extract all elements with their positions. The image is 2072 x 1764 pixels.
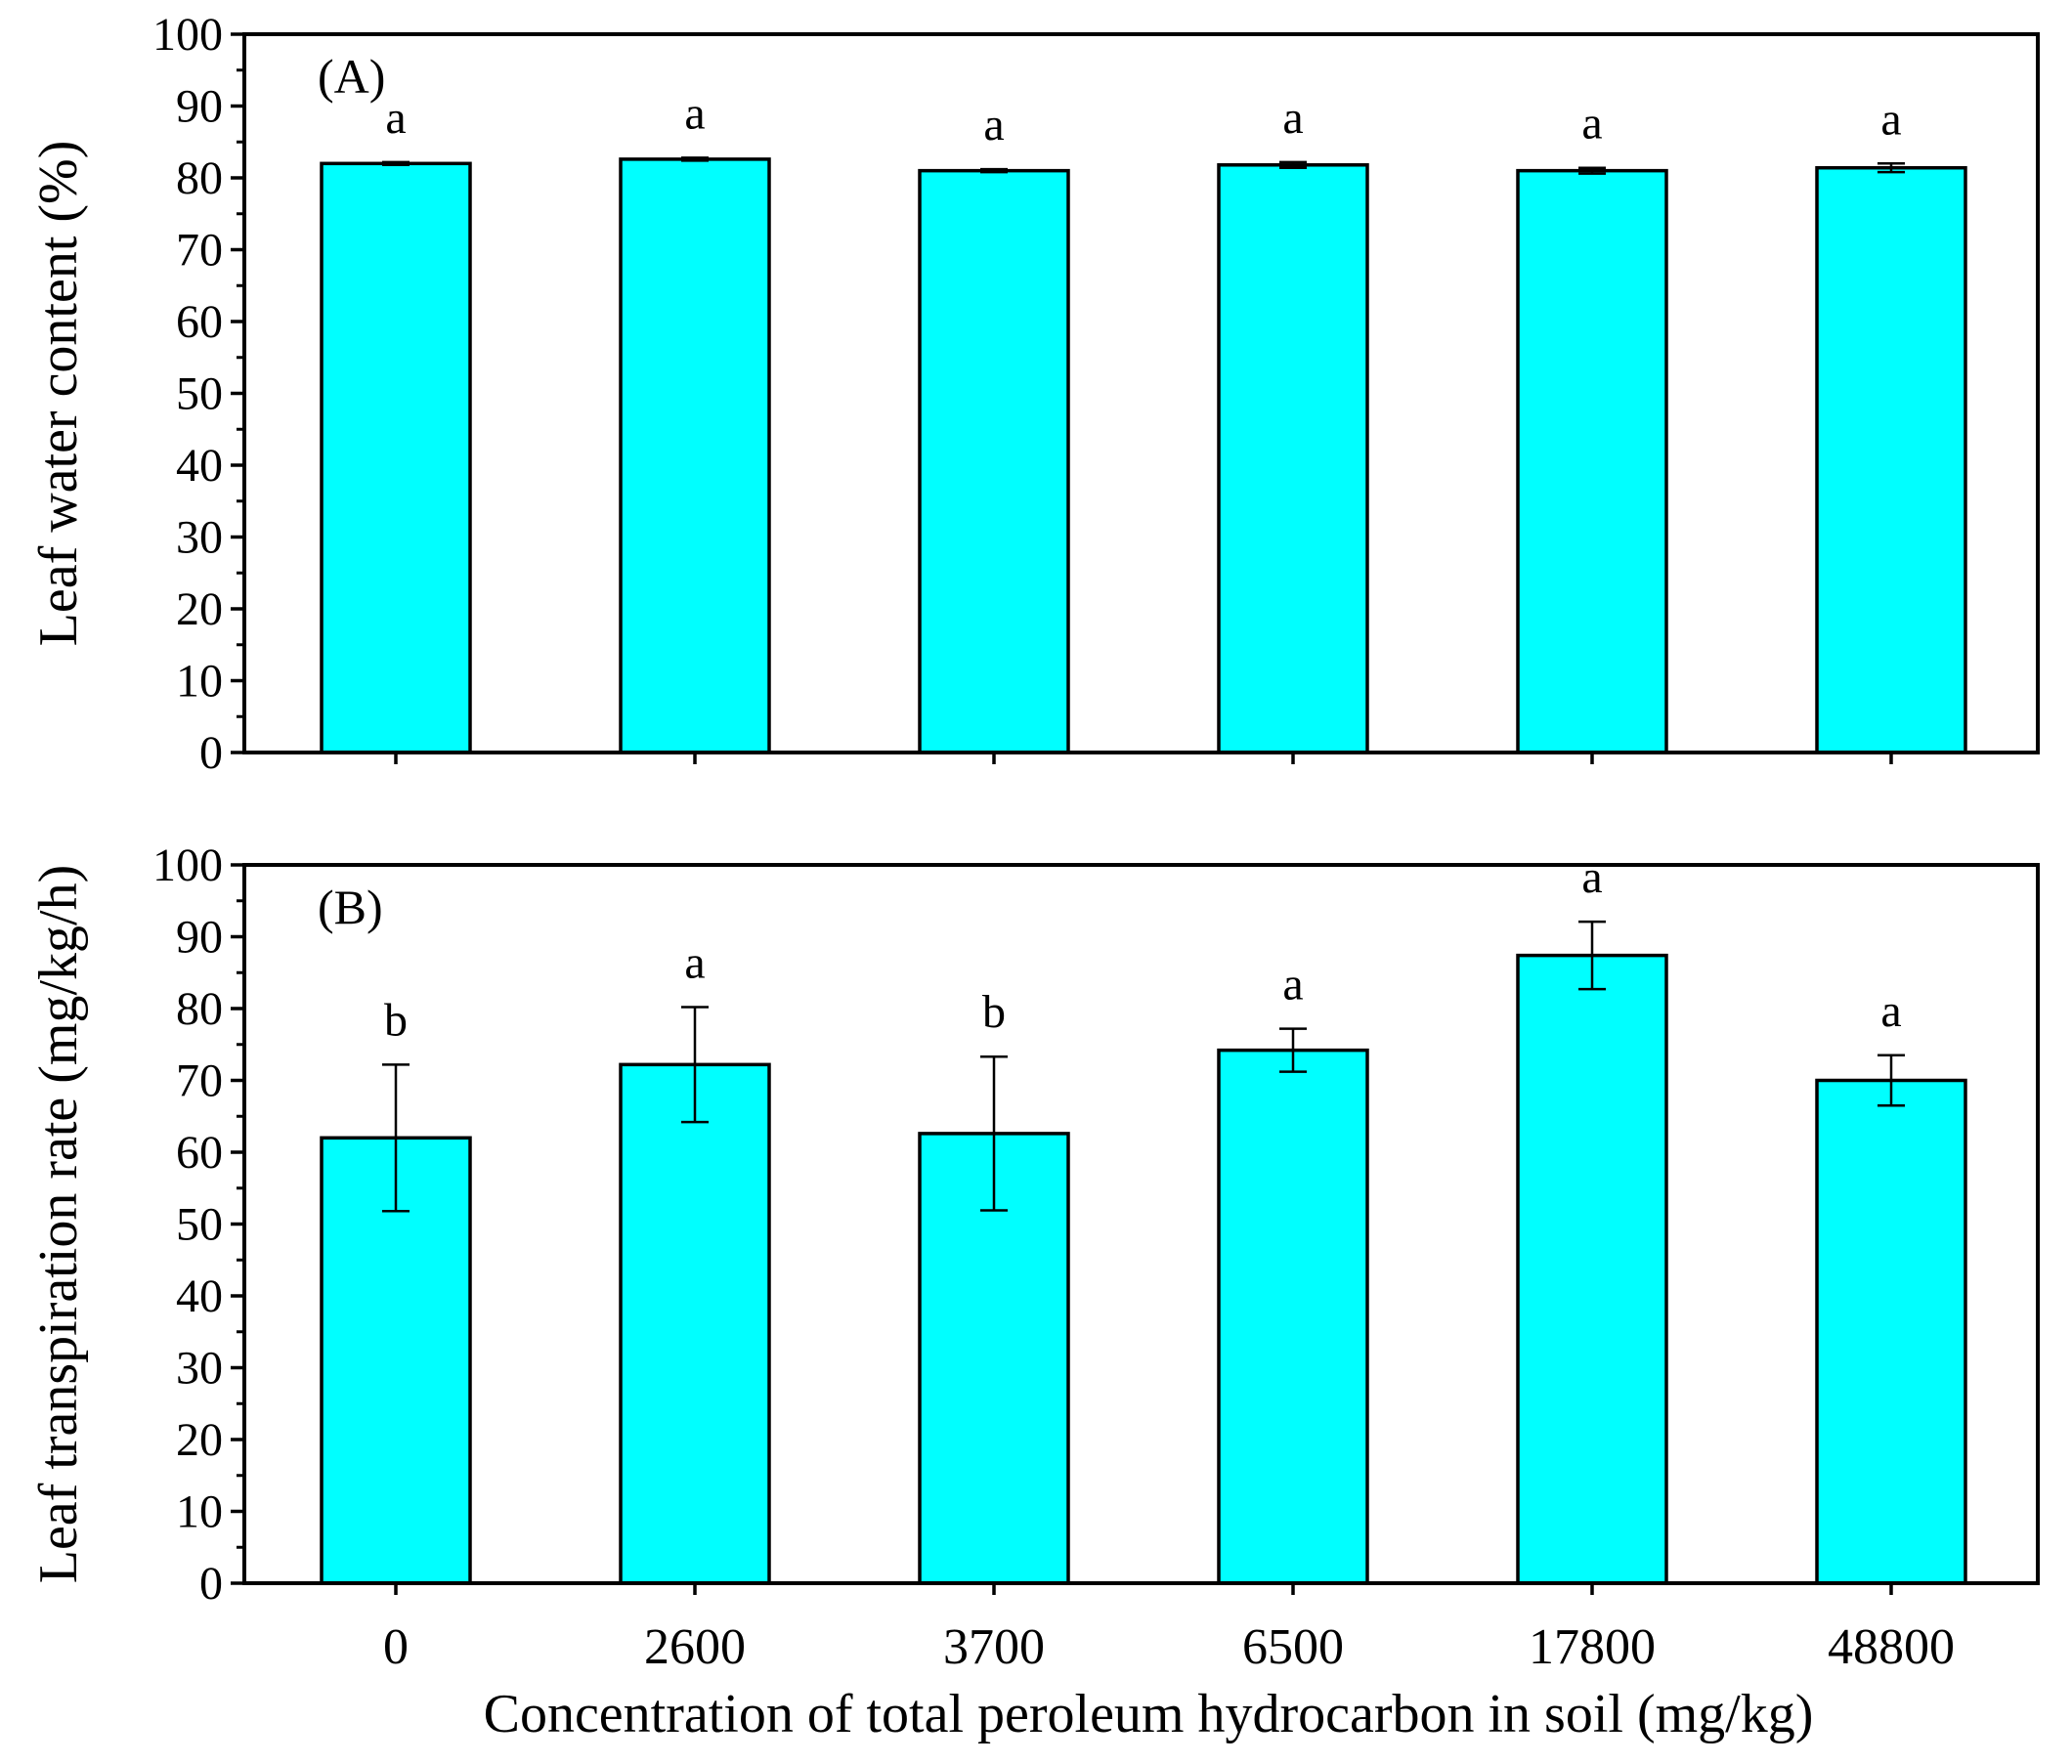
- error-bar-b-17800: [1578, 920, 1606, 991]
- significance-letter-b-2600: a: [684, 937, 705, 989]
- bar-a-2600: [619, 157, 771, 754]
- y-tick-label-a-40: 40: [176, 440, 223, 492]
- y-tick-label-b-50: 50: [176, 1199, 223, 1251]
- y-tick-label-a-20: 20: [176, 583, 223, 635]
- y-tick-label-b-70: 70: [176, 1055, 223, 1107]
- significance-letter-b-48800: a: [1880, 985, 1901, 1037]
- x-tick-label-3700: 3700: [943, 1619, 1045, 1675]
- y-tick-label-b-40: 40: [176, 1270, 223, 1322]
- x-tick-label-6500: 6500: [1242, 1619, 1344, 1675]
- significance-letter-b-6500: a: [1282, 959, 1303, 1011]
- significance-letter-b-3700: b: [982, 986, 1006, 1038]
- error-bar-a-17800: [1578, 166, 1606, 175]
- panel-label-a: (A): [318, 49, 385, 104]
- panel-b: b a b a a a 0 10 20 30 40 50 60 70 80 90 100 0 2600 3700 650…: [28, 839, 2040, 1675]
- y-tick-label-b-10: 10: [176, 1486, 223, 1538]
- panel-label-b: (B): [318, 880, 383, 934]
- error-bar-a-0: [382, 160, 410, 167]
- bar-b-2600: [619, 1062, 771, 1585]
- x-tick-label-17800: 17800: [1529, 1619, 1656, 1675]
- y-tick-label-b-90: 90: [176, 912, 223, 964]
- bar-a-17800: [1516, 168, 1668, 754]
- plot-frame-b: [242, 863, 2040, 1585]
- y-tick-label-a-10: 10: [176, 656, 223, 708]
- y-tick-label-b-30: 30: [176, 1343, 223, 1395]
- error-bar-b-6500: [1279, 1027, 1307, 1073]
- significance-letter-a-48800: a: [1880, 93, 1901, 145]
- error-bar-b-48800: [1878, 1054, 1905, 1107]
- significance-letter-a-3700: a: [983, 99, 1004, 151]
- error-bar-b-0: [382, 1063, 410, 1213]
- y-tick-label-b-20: 20: [176, 1414, 223, 1466]
- bar-b-17800: [1516, 953, 1668, 1585]
- bar-b-48800: [1815, 1078, 1967, 1585]
- x-tick-label-0: 0: [383, 1619, 409, 1675]
- bar-a-48800: [1815, 165, 1967, 754]
- y-tick-label-a-70: 70: [176, 225, 223, 277]
- y-tick-label-b-80: 80: [176, 983, 223, 1035]
- error-bar-a-6500: [1279, 160, 1307, 169]
- significance-letter-b-17800: a: [1581, 851, 1602, 903]
- bar-b-6500: [1217, 1048, 1369, 1585]
- x-tick-label-2600: 2600: [644, 1619, 746, 1675]
- y-tick-label-b-100: 100: [152, 839, 223, 891]
- y-tick-label-a-90: 90: [176, 81, 223, 133]
- y-tick-label-b-60: 60: [176, 1127, 223, 1179]
- y-tick-label-a-100: 100: [152, 9, 223, 61]
- y-tick-label-a-60: 60: [176, 296, 223, 348]
- y-tick-label-a-80: 80: [176, 152, 223, 204]
- bar-a-3700: [918, 168, 1070, 754]
- error-bar-a-2600: [681, 156, 709, 162]
- error-bar-a-48800: [1878, 162, 1905, 174]
- significance-letter-a-6500: a: [1282, 92, 1303, 144]
- bar-a-0: [320, 161, 472, 754]
- x-axis-label: Concentration of total peroleum hydrocar…: [484, 1684, 1814, 1744]
- significance-letter-a-0: a: [385, 92, 406, 144]
- significance-letter-b-0: b: [384, 994, 408, 1046]
- y-tick-label-a-30: 30: [176, 512, 223, 564]
- error-bar-a-3700: [980, 167, 1008, 174]
- bar-a-6500: [1217, 163, 1369, 754]
- x-tick-label-48800: 48800: [1828, 1619, 1955, 1675]
- error-bar-b-2600: [681, 1006, 709, 1124]
- panel-a: a a a a a a 0 10 20 30 40 50 60 70 80 90 100 (A) Leaf wate…: [28, 9, 2040, 779]
- significance-letter-a-2600: a: [684, 87, 705, 139]
- y-tick-label-b-0: 0: [199, 1558, 223, 1610]
- y-tick-label-a-0: 0: [199, 727, 223, 779]
- y-tick-label-a-50: 50: [176, 368, 223, 420]
- significance-letter-a-17800: a: [1581, 98, 1602, 150]
- error-bar-b-3700: [980, 1054, 1008, 1212]
- y-axis-label-a: Leaf water content (%): [28, 141, 89, 647]
- plot-frame-a: [242, 32, 2040, 754]
- y-axis-label-b: Leaf transpiration rate (mg/kg/h): [28, 865, 89, 1584]
